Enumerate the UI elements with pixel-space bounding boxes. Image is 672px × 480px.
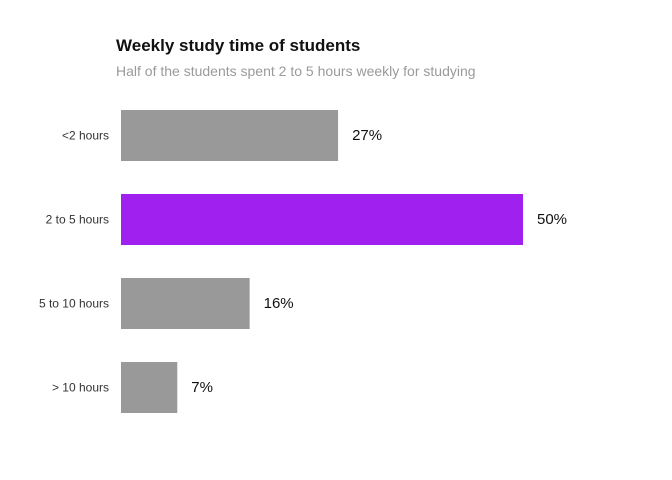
category-label-0: <2 hours	[62, 129, 109, 143]
value-label-3: 7%	[191, 379, 213, 396]
bar-2	[121, 278, 250, 329]
value-label-0: 27%	[352, 127, 382, 144]
value-label-2: 16%	[264, 295, 294, 312]
category-label-3: > 10 hours	[52, 381, 109, 395]
bar-1	[121, 194, 523, 245]
bar-3	[121, 362, 178, 413]
bar-0	[121, 110, 339, 161]
value-label-1: 50%	[537, 211, 567, 228]
chart-title: Weekly study time of students	[116, 36, 361, 55]
category-label-2: 5 to 10 hours	[39, 297, 109, 311]
category-label-1: 2 to 5 hours	[46, 213, 109, 227]
chart-subtitle: Half of the students spent 2 to 5 hours …	[116, 63, 476, 79]
